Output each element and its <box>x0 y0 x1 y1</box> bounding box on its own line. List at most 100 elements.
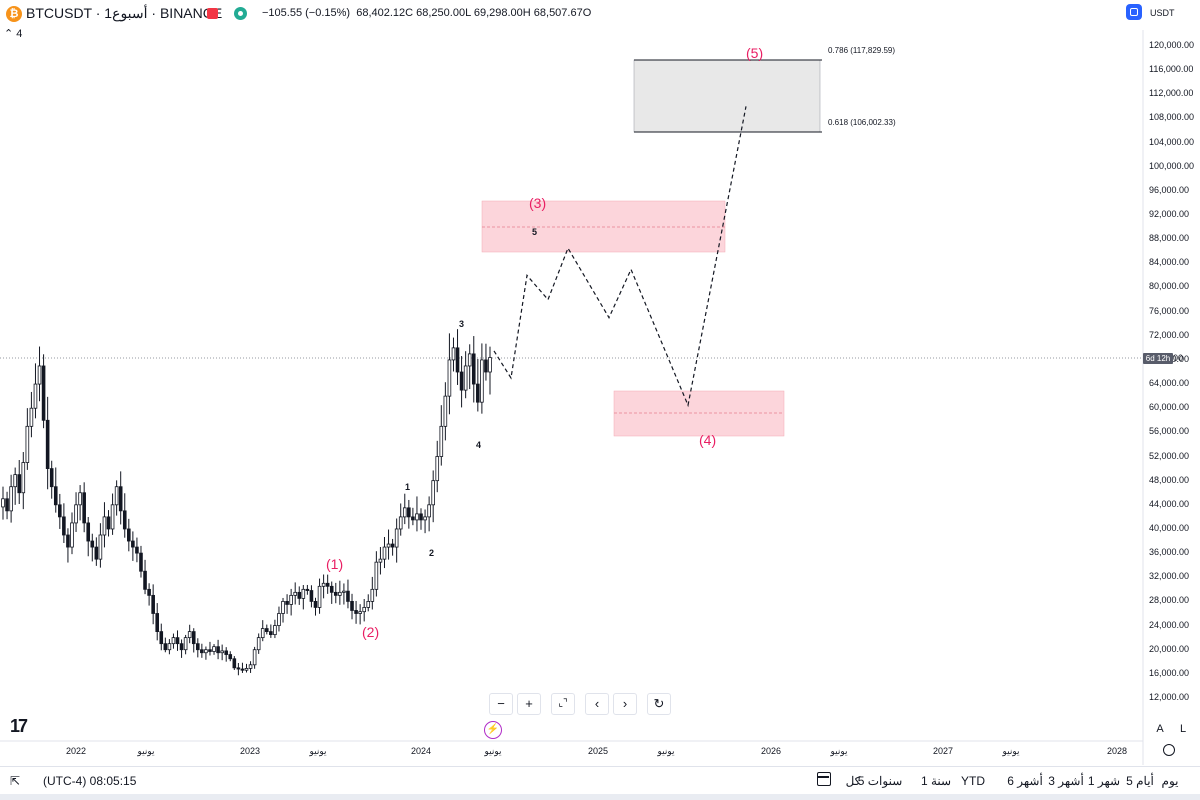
expand-icon[interactable]: ⇱ <box>10 774 21 788</box>
candle-body <box>325 582 330 587</box>
candle-body <box>175 637 180 645</box>
timeframe-button[interactable]: 1 سنة <box>920 774 952 788</box>
candle-body <box>435 456 440 482</box>
candle-body <box>200 649 204 654</box>
wave-4-target-zone[interactable] <box>613 390 785 437</box>
bitcoin-icon: ₿ <box>6 6 22 22</box>
subwave-1-label[interactable]: 1 <box>405 482 410 492</box>
candle-body <box>398 516 403 530</box>
candle-body <box>66 534 70 548</box>
time-tick-label: 2025 <box>587 746 609 756</box>
candle-body <box>127 528 131 542</box>
calendar-icon[interactable] <box>817 772 831 786</box>
timeframe-button[interactable]: 1 شهر <box>1087 774 1121 788</box>
candle-body <box>171 637 176 645</box>
candle-body <box>159 631 164 645</box>
timeframe-button[interactable]: كل <box>845 774 861 788</box>
settings-gear-icon[interactable] <box>1163 744 1175 756</box>
timeframe-button[interactable]: YTD <box>961 774 985 788</box>
subwave-2-label[interactable]: 2 <box>429 548 434 558</box>
reset-chart-button[interactable]: ↻ <box>647 693 671 715</box>
price-tick-label: 96,000.00 <box>1149 184 1190 195</box>
candle-body <box>431 480 435 506</box>
candle-body <box>358 611 362 614</box>
screenshot-icon[interactable] <box>1126 4 1142 20</box>
wave-5-label[interactable]: (5) <box>746 45 763 61</box>
zoom-in-button[interactable]: + <box>517 693 541 715</box>
timeframe-button[interactable]: 3 أشهر <box>1048 774 1084 788</box>
timeframe-button[interactable]: 5 أيام <box>1126 774 1154 788</box>
wave-3-target-zone[interactable] <box>481 200 726 253</box>
candle-body <box>70 522 74 548</box>
candle-body <box>106 516 111 530</box>
timeframe-button[interactable]: 6 أشهر <box>1007 774 1043 788</box>
candle-body <box>122 510 127 530</box>
subwave-4-label[interactable]: 4 <box>476 440 481 450</box>
timeframe-button[interactable]: يوم <box>1161 774 1179 788</box>
candle-body <box>402 507 407 518</box>
candle-body <box>382 546 387 560</box>
wave-3-label[interactable]: (3) <box>529 195 546 211</box>
current-price-tail: 00 <box>1173 353 1184 363</box>
reset-zoom-button[interactable]: ⌞⌝ <box>551 693 575 715</box>
fib-618-label: 0.618 (106,002.33) <box>828 118 896 127</box>
replay-icon[interactable]: ⚡ <box>484 721 502 739</box>
candle-body <box>195 643 200 651</box>
candle-body <box>143 570 147 590</box>
candle-body <box>488 357 492 373</box>
symbol-title[interactable]: BTCUSDT · 1أسبوع · BINANCE <box>26 5 223 21</box>
subwave-5-label[interactable]: 5 <box>532 227 537 237</box>
wave-2-label[interactable]: (2) <box>362 624 379 640</box>
price-tick-label: 16,000.00 <box>1149 667 1190 678</box>
timezone-clock[interactable]: (UTC-4) 08:05:15 <box>43 774 137 788</box>
wave-5-target-zone[interactable] <box>633 59 821 133</box>
candle-body <box>183 637 188 651</box>
market-status-icon[interactable] <box>234 7 247 20</box>
indicators-count: 4 <box>16 28 23 40</box>
candle-body <box>321 582 326 587</box>
time-tick-label: يونيو <box>484 746 502 756</box>
candle-body <box>309 590 314 602</box>
candle-body <box>41 365 46 421</box>
price-tick-label: 116,000.00 <box>1149 64 1194 75</box>
timeframe-button[interactable]: 5 سنوات <box>857 774 903 788</box>
countdown-badge: 6d 12h <box>1143 353 1173 364</box>
candle-body <box>29 407 34 427</box>
tradingview-logo[interactable]: 17 <box>10 716 28 736</box>
price-tick-label: 56,000.00 <box>1149 426 1190 437</box>
candle-body <box>415 513 419 521</box>
candle-body <box>313 601 318 608</box>
candle-body <box>447 359 452 397</box>
price-tick-label: 120,000.00 <box>1149 40 1195 50</box>
candle-body <box>297 591 302 599</box>
zoom-out-button[interactable]: − <box>489 693 513 715</box>
candle-body <box>151 594 155 614</box>
candle-body <box>411 516 415 521</box>
price-tick-label: 52,000.00 <box>1149 450 1190 461</box>
scroll-right-button[interactable]: › <box>613 693 637 715</box>
candle-body <box>252 649 257 666</box>
price-tick-label: 48,000.00 <box>1149 474 1190 485</box>
wave-1-label[interactable]: (1) <box>326 556 343 572</box>
candle-body <box>21 462 26 494</box>
auto-scale-button[interactable]: A <box>1156 723 1164 735</box>
candle-body <box>240 668 245 671</box>
candle-body <box>439 425 444 457</box>
candle-body <box>163 643 168 651</box>
candle-body <box>94 546 99 560</box>
currency-label[interactable]: USDT <box>1150 8 1175 18</box>
price-tick-label: 72,000.00 <box>1149 329 1190 340</box>
candle-body <box>118 486 123 512</box>
subwave-3-label[interactable]: 3 <box>459 319 464 329</box>
log-scale-button[interactable]: L <box>1179 723 1187 735</box>
wave-4-label[interactable]: (4) <box>699 432 716 448</box>
candle-body <box>378 558 383 563</box>
price-tick-label: 76,000.00 <box>1149 305 1190 316</box>
candle-body <box>244 668 249 671</box>
scroll-left-button[interactable]: ‹ <box>585 693 609 715</box>
candle-body <box>25 425 30 463</box>
candle-body <box>289 594 293 605</box>
indicators-toggle[interactable]: ⌃ 4 <box>4 27 22 40</box>
